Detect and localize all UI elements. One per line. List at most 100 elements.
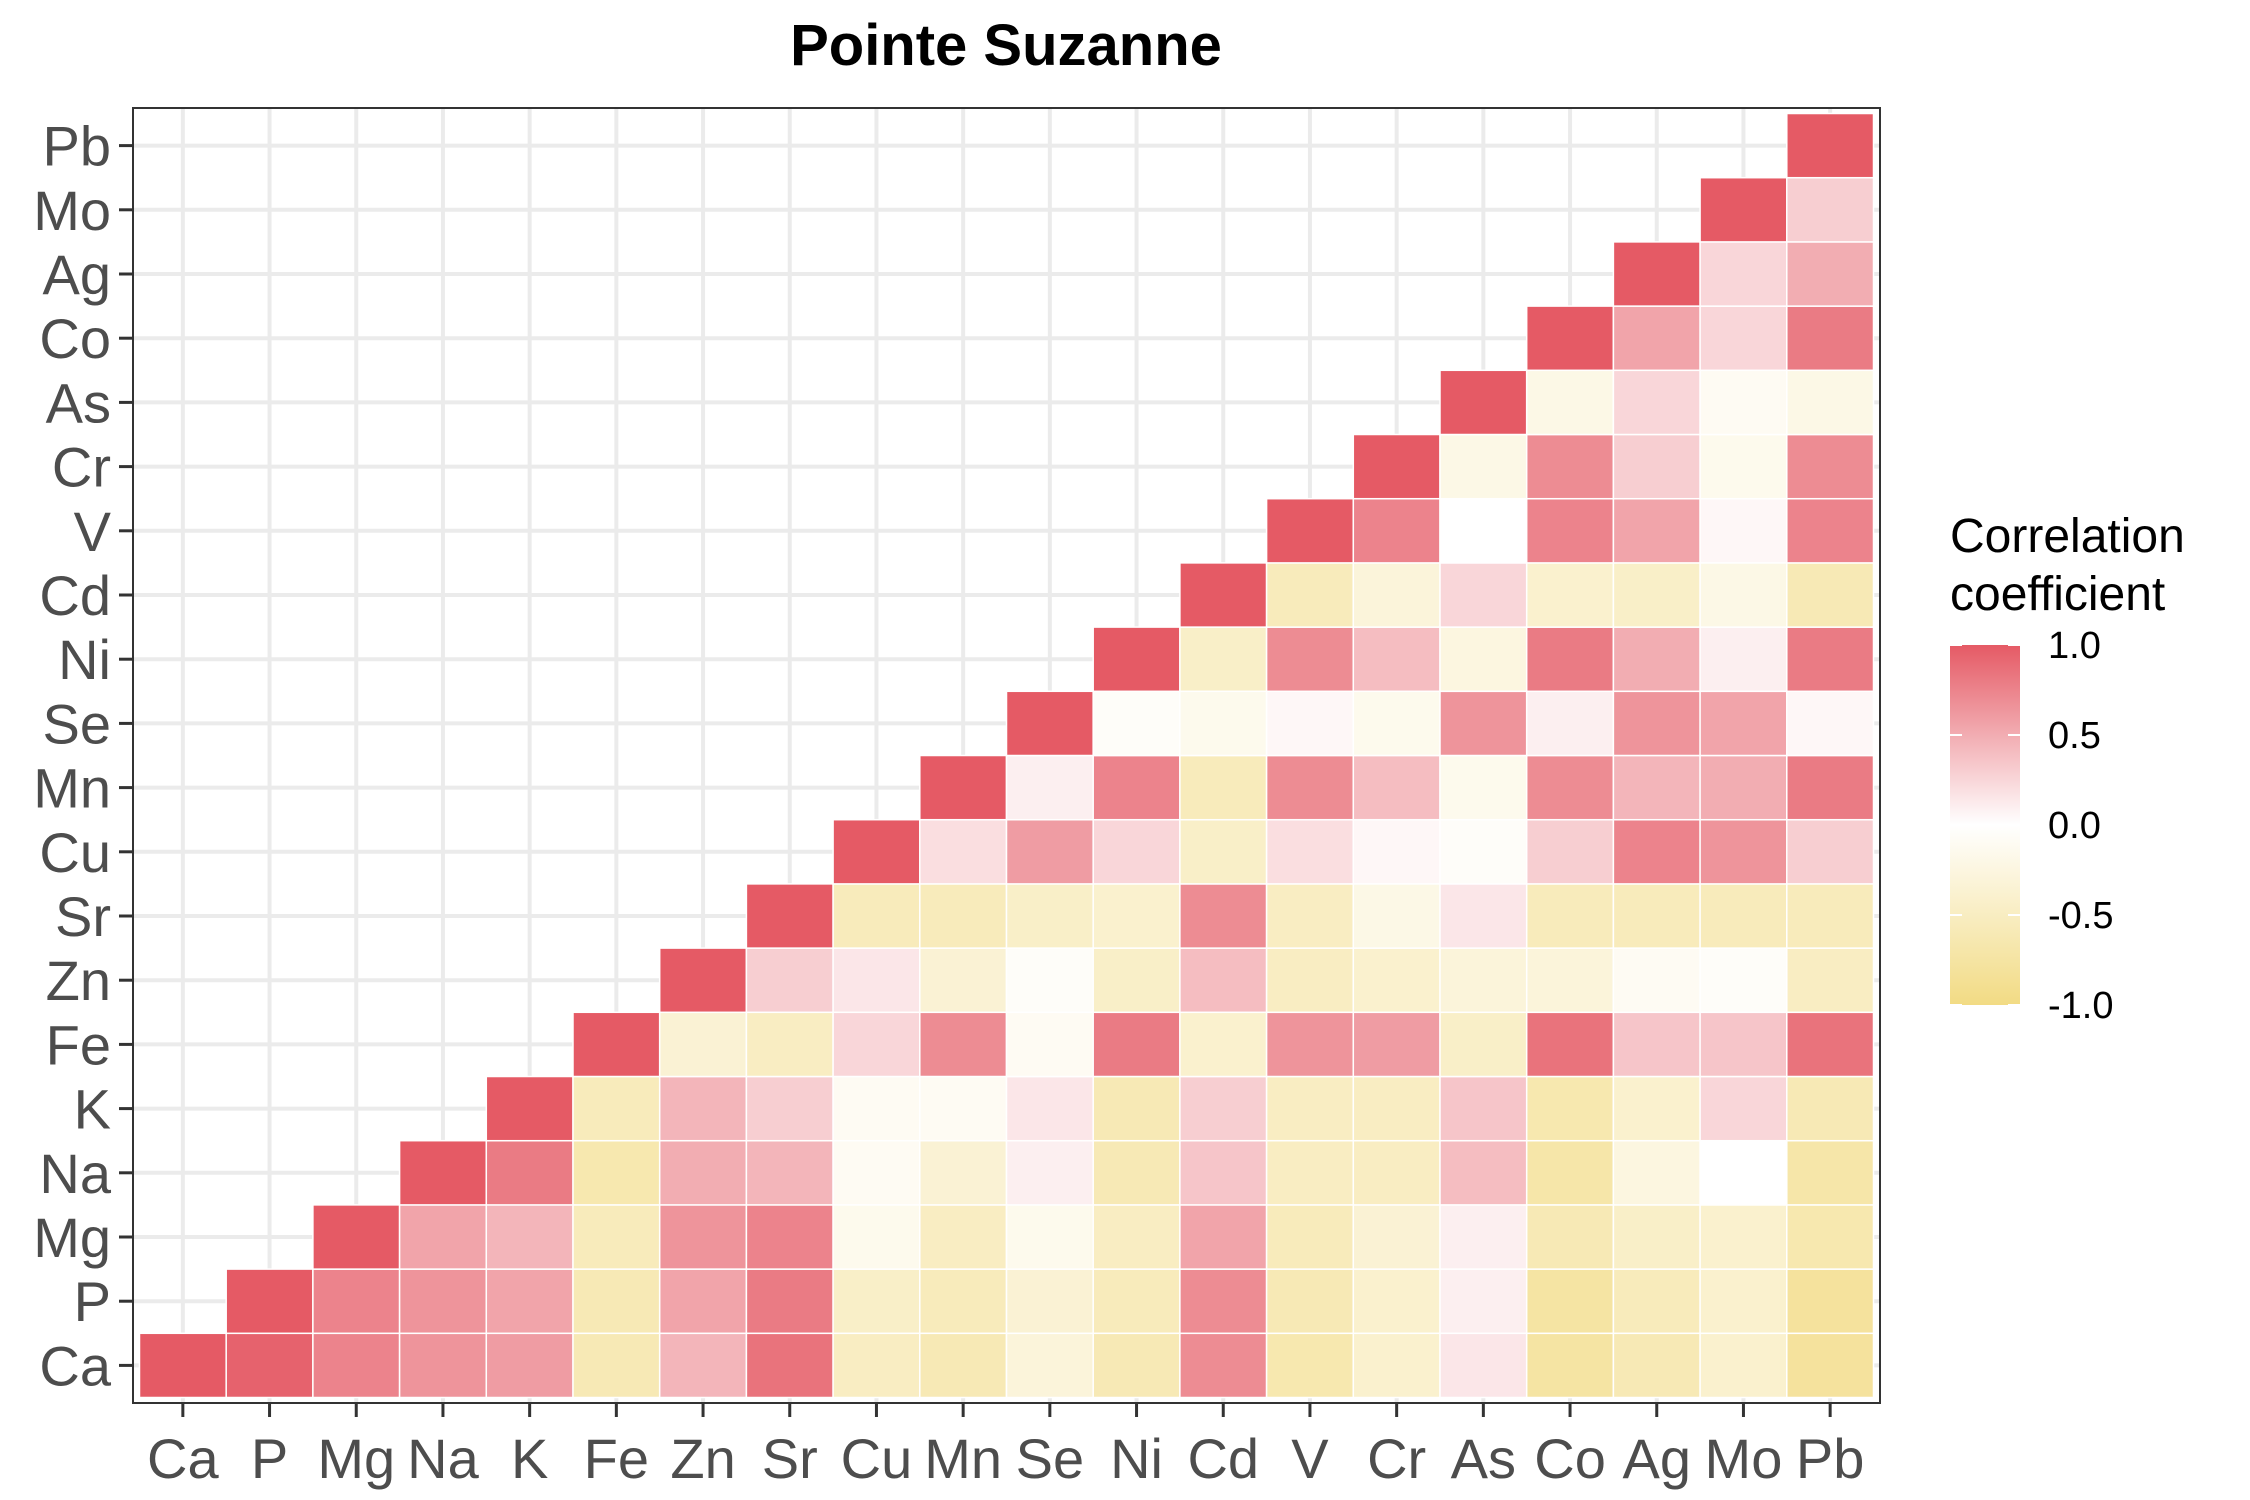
cell-Mn-Ag xyxy=(1612,754,1701,821)
cell-P-Cr xyxy=(1352,1268,1441,1335)
cell-Cu-Ag xyxy=(1612,818,1701,885)
cell-Sr-Sr xyxy=(745,883,834,949)
cell-Ni-Cd xyxy=(1179,626,1268,693)
cell-V-As xyxy=(1439,497,1528,564)
legend-tick-label-3: -0.5 xyxy=(2048,895,2113,937)
cell-Sr-As xyxy=(1439,883,1528,949)
cell-Sr-Mn xyxy=(919,883,1008,949)
y-tick-label-Co: Co xyxy=(39,307,111,370)
y-tick-label-Mo: Mo xyxy=(33,179,111,242)
cell-Cu-Co xyxy=(1525,818,1615,885)
cell-P-Zn xyxy=(658,1268,748,1335)
cell-P-Ag xyxy=(1612,1268,1701,1335)
legend-tick-label-2: 0.0 xyxy=(2048,805,2101,847)
y-tick-label-Zn: Zn xyxy=(46,949,111,1012)
cell-Fe-Ag xyxy=(1612,1011,1701,1078)
cell-V-Mo xyxy=(1699,497,1788,564)
cell-Mg-Fe xyxy=(572,1204,661,1270)
cell-Fe-V xyxy=(1265,1011,1355,1078)
cell-V-Cr xyxy=(1352,497,1441,564)
cell-Zn-Sr xyxy=(745,947,834,1014)
cell-Ca-P xyxy=(225,1332,314,1399)
cell-Zn-Cd xyxy=(1179,947,1268,1014)
cell-Zn-Mn xyxy=(919,947,1008,1014)
x-tick-label-P: P xyxy=(251,1427,288,1490)
cell-Cu-Pb xyxy=(1786,818,1875,885)
cell-K-Cr xyxy=(1352,1075,1441,1142)
cell-Co-Pb xyxy=(1786,305,1875,372)
cell-Ca-Ca xyxy=(138,1332,227,1399)
y-tick-label-As: As xyxy=(46,371,111,434)
x-tick-label-Cu: Cu xyxy=(841,1427,913,1490)
cell-Na-V xyxy=(1265,1139,1355,1206)
cell-Mg-Sr xyxy=(745,1204,834,1270)
cell-Mg-Cu xyxy=(832,1204,921,1270)
cell-Sr-Ni xyxy=(1092,883,1181,949)
cell-Mo-Mo xyxy=(1699,176,1788,243)
chart-title: Pointe Suzanne xyxy=(790,13,1222,78)
y-tick-label-P: P xyxy=(74,1270,111,1333)
cell-Zn-Se xyxy=(1005,947,1094,1014)
cell-P-As xyxy=(1439,1268,1528,1335)
cell-V-Ag xyxy=(1612,497,1701,564)
cell-Na-Se xyxy=(1005,1139,1094,1206)
cell-Mn-As xyxy=(1439,754,1528,821)
cell-Mg-Na xyxy=(398,1204,488,1270)
cell-P-Na xyxy=(398,1268,488,1335)
cell-Ag-Ag xyxy=(1612,241,1701,307)
cell-Mg-K xyxy=(485,1204,574,1270)
x-tick-label-Zn: Zn xyxy=(670,1427,735,1490)
cell-K-Ag xyxy=(1612,1075,1701,1142)
cell-Sr-Mo xyxy=(1699,883,1788,949)
cell-Na-Co xyxy=(1525,1139,1615,1206)
cell-Ca-Co xyxy=(1525,1332,1615,1399)
x-tick-label-K: K xyxy=(511,1427,548,1490)
x-tick-label-Se: Se xyxy=(1016,1427,1085,1490)
cell-K-Fe xyxy=(572,1075,661,1142)
x-tick-label-Ca: Ca xyxy=(147,1427,219,1490)
cell-Zn-Co xyxy=(1525,947,1615,1014)
x-tick-label-Cr: Cr xyxy=(1367,1427,1426,1490)
cell-K-As xyxy=(1439,1075,1528,1142)
cell-Mg-Ni xyxy=(1092,1204,1181,1270)
cell-As-As xyxy=(1439,369,1528,436)
cell-Ca-Na xyxy=(398,1332,488,1399)
cell-K-Cd xyxy=(1179,1075,1268,1142)
x-tick-label-Fe: Fe xyxy=(584,1427,649,1490)
cell-Sr-Se xyxy=(1005,883,1094,949)
cell-Ca-Ag xyxy=(1612,1332,1701,1399)
cell-Cu-Mn xyxy=(919,818,1008,885)
y-tick-label-V: V xyxy=(74,500,112,563)
cell-K-Co xyxy=(1525,1075,1615,1142)
cell-Na-Sr xyxy=(745,1139,834,1206)
cell-K-V xyxy=(1265,1075,1355,1142)
legend-tick-label-4: -1.0 xyxy=(2048,985,2113,1027)
cell-Na-Zn xyxy=(658,1139,748,1206)
cell-Mg-Ag xyxy=(1612,1204,1701,1270)
cell-Na-Cd xyxy=(1179,1139,1268,1206)
cell-Zn-Mo xyxy=(1699,947,1788,1014)
legend-title-line-2: coefficient xyxy=(1950,568,2165,621)
cell-P-Cd xyxy=(1179,1268,1268,1335)
cell-Ca-Mo xyxy=(1699,1332,1788,1399)
cell-P-P xyxy=(225,1268,314,1335)
cell-Na-Pb xyxy=(1786,1139,1875,1206)
cell-Ni-Ni xyxy=(1092,626,1181,693)
cell-Mn-Pb xyxy=(1786,754,1875,821)
cell-K-Se xyxy=(1005,1075,1094,1142)
cell-Na-Fe xyxy=(572,1139,661,1206)
cell-Fe-Co xyxy=(1525,1011,1615,1078)
cell-Mn-Se xyxy=(1005,754,1094,821)
cell-Zn-Zn xyxy=(658,947,748,1014)
cell-Cu-Cr xyxy=(1352,818,1441,885)
cell-Fe-Ni xyxy=(1092,1011,1181,1078)
cell-Cd-Ag xyxy=(1612,562,1701,628)
cell-Ca-Zn xyxy=(658,1332,748,1399)
cell-V-Pb xyxy=(1786,497,1875,564)
cell-P-Mn xyxy=(919,1268,1008,1335)
cell-Cr-Pb xyxy=(1786,433,1875,500)
cell-Cd-Co xyxy=(1525,562,1615,628)
cell-Cr-Ag xyxy=(1612,433,1701,500)
cell-Fe-Zn xyxy=(658,1011,748,1078)
cell-Zn-Ag xyxy=(1612,947,1701,1014)
